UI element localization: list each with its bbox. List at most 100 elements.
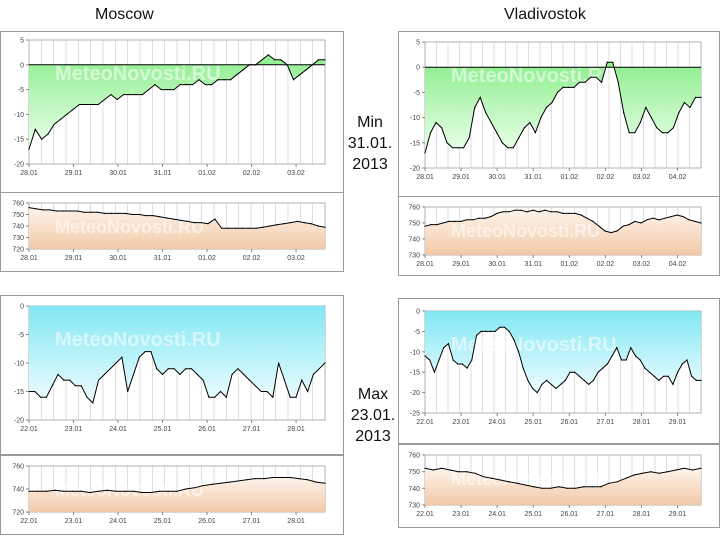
data-point <box>667 132 669 134</box>
x-tick-label: 03.02 <box>287 255 305 262</box>
data-point <box>148 89 150 91</box>
data-point <box>63 490 65 492</box>
y-tick-label: 730 <box>408 503 420 510</box>
data-point <box>625 477 627 479</box>
watermark: MeteoNovosti.RU <box>55 329 221 351</box>
data-point <box>544 209 546 211</box>
y-tick-label: -10 <box>410 115 420 122</box>
data-point <box>193 222 195 224</box>
data-point <box>610 232 612 234</box>
x-tick-label: 23.01 <box>452 511 470 518</box>
series-line <box>28 207 326 229</box>
y-tick-label: 740 <box>408 237 420 244</box>
data-point <box>286 64 288 66</box>
x-tick-label: 31.01 <box>524 261 542 268</box>
data-point <box>145 215 147 217</box>
data-point <box>650 471 652 473</box>
x-tick-label: 29.01 <box>452 261 470 268</box>
data-point <box>583 486 585 488</box>
data-point <box>66 113 68 115</box>
x-tick-label: 02.02 <box>597 261 615 268</box>
data-point <box>529 122 531 124</box>
data-point <box>471 359 473 361</box>
x-tick-label: 03.02 <box>633 261 651 268</box>
data-point <box>454 220 456 222</box>
y-tick-label: 0 <box>416 65 420 72</box>
data-point <box>255 227 257 229</box>
y-tick-label: 720 <box>12 510 24 517</box>
data-point <box>124 212 126 214</box>
data-point <box>475 334 478 337</box>
data-point <box>263 478 265 480</box>
data-point <box>228 227 230 229</box>
series-area <box>29 54 325 150</box>
vladivostok-min-press-frame: MeteoNovosti.RU 760 750 740 730 28.01 29.01 30.… <box>398 196 720 276</box>
data-point <box>533 486 535 488</box>
data-point <box>540 117 542 119</box>
data-point <box>200 222 202 224</box>
data-point <box>28 490 30 492</box>
x-tick-label: 22.01 <box>416 419 434 426</box>
data-point <box>664 217 666 219</box>
x-tick-label: 01.02 <box>198 255 216 262</box>
data-point <box>154 84 156 86</box>
series-area <box>29 306 325 403</box>
y-tick-label: -5 <box>414 90 420 97</box>
data-point <box>617 81 619 83</box>
data-point <box>641 472 644 474</box>
y-tick-label: 760 <box>12 464 24 471</box>
data-point <box>167 490 169 492</box>
data-point <box>80 385 82 387</box>
data-point <box>490 216 492 218</box>
data-point <box>480 330 482 332</box>
data-point <box>574 212 576 214</box>
watermark: MeteoNovosti.RU <box>451 221 600 241</box>
data-point <box>161 373 164 375</box>
data-point <box>541 383 543 385</box>
data-point <box>121 356 123 358</box>
data-point <box>324 226 326 228</box>
data-point <box>666 471 669 473</box>
x-tick-label: 28.01 <box>633 419 651 426</box>
data-point <box>71 490 74 492</box>
data-point <box>192 84 194 86</box>
data-point <box>237 368 239 370</box>
y-tick-label: 5 <box>416 40 420 47</box>
data-point <box>688 219 690 221</box>
data-point <box>106 489 108 491</box>
y-tick-label: 750 <box>408 469 420 476</box>
data-point <box>438 359 440 361</box>
data-point <box>474 472 476 474</box>
data-point <box>686 359 688 361</box>
data-point <box>584 81 586 83</box>
data-point <box>152 215 154 217</box>
x-tick-label: 23.01 <box>65 426 83 433</box>
data-point <box>186 220 188 222</box>
data-point <box>185 84 187 86</box>
data-point <box>694 220 696 222</box>
data-point <box>479 96 481 98</box>
data-point <box>695 379 697 381</box>
data-point <box>34 128 36 130</box>
max-year: 2013 <box>355 428 391 445</box>
data-point <box>527 379 529 381</box>
data-point <box>485 112 487 114</box>
data-point <box>580 214 582 216</box>
x-tick-label: 28.01 <box>287 426 305 433</box>
data-point <box>109 368 111 370</box>
data-point <box>592 220 594 222</box>
data-point <box>173 218 175 220</box>
data-point <box>274 59 276 61</box>
x-tick-label: 01.02 <box>561 261 579 268</box>
data-point <box>202 379 204 381</box>
data-point <box>78 103 80 106</box>
data-point <box>650 117 652 119</box>
max-title: Max <box>357 386 389 403</box>
y-tick-label: 760 <box>12 201 24 208</box>
data-point <box>628 132 630 134</box>
data-point <box>692 469 694 471</box>
data-point <box>74 385 76 387</box>
x-tick-label: 24.01 <box>488 419 506 426</box>
